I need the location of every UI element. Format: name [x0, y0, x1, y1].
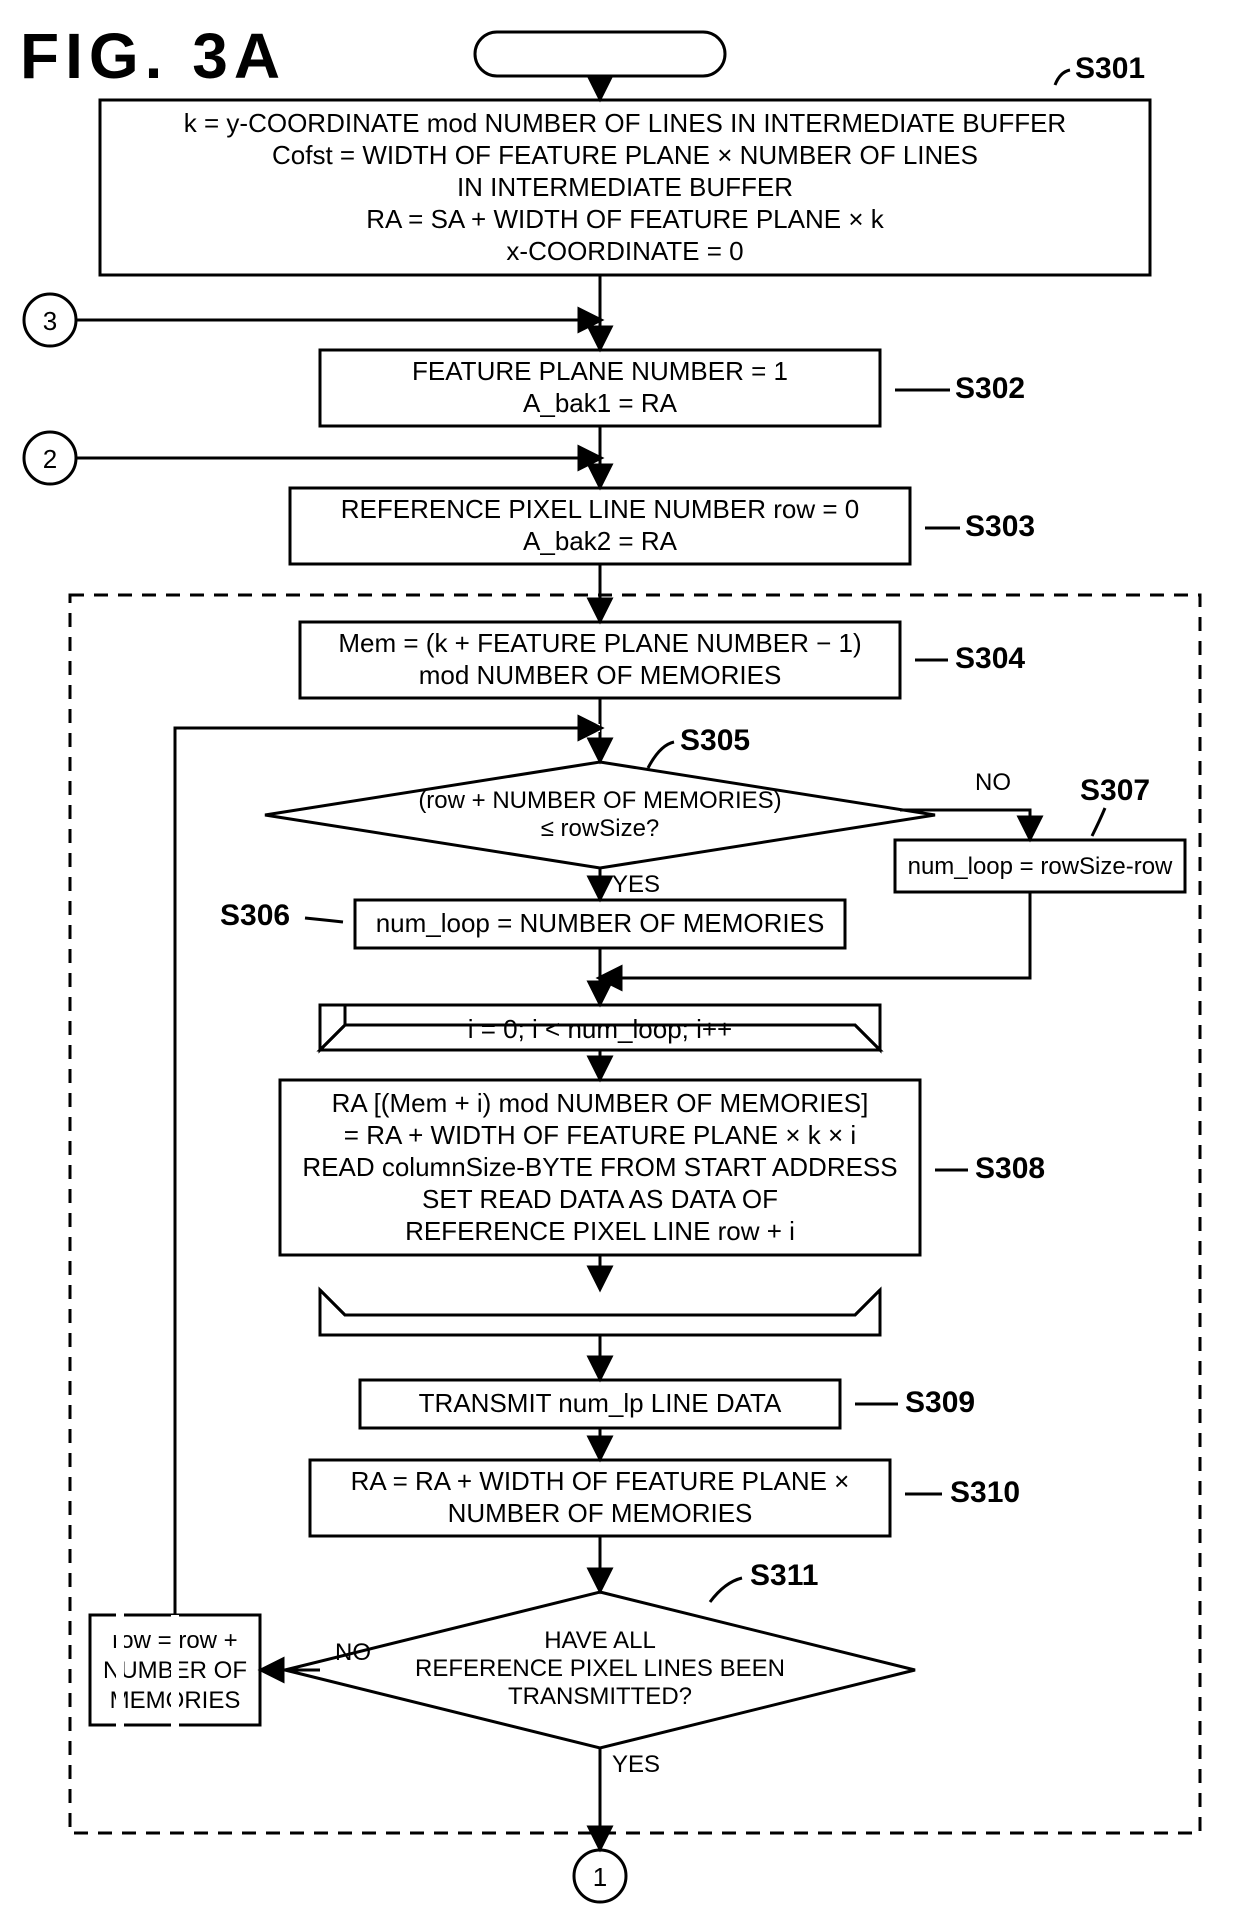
label-line — [305, 918, 343, 922]
arrow-no — [900, 810, 1030, 838]
no-label: NO — [975, 769, 1011, 796]
s310-l2: NUMBER OF MEMORIES — [448, 1498, 753, 1528]
label-s309: S309 — [905, 1386, 975, 1419]
label-line — [710, 1578, 742, 1602]
loop-bottom — [320, 1290, 880, 1335]
label-line — [1055, 70, 1070, 85]
label-s311: S311 — [750, 1559, 818, 1592]
s303-l1: REFERENCE PIXEL LINE NUMBER row = 0 — [341, 494, 859, 524]
figure-title: FIG. 3A — [20, 20, 286, 92]
s305-l2: ≤ rowSize? — [541, 815, 660, 842]
connector-2-text: 2 — [43, 444, 57, 474]
flowchart: FIG. 3A S301 k = y-COORDINATE mod NUMBER… — [0, 0, 1240, 1908]
s309-l1: TRANSMIT num_lp LINE DATA — [419, 1388, 782, 1418]
s310-l1: RA = RA + WIDTH OF FEATURE PLANE × — [351, 1466, 850, 1496]
connector-3-text: 3 — [43, 306, 57, 336]
s307-l1: num_loop = rowSize-row — [908, 853, 1173, 880]
s308-l1: RA [(Mem + i) mod NUMBER OF MEMORIES] — [332, 1088, 869, 1118]
label-s310: S310 — [950, 1476, 1020, 1509]
label-s304: S304 — [955, 642, 1025, 675]
label-s303: S303 — [965, 510, 1035, 543]
s308-l2: = RA + WIDTH OF FEATURE PLANE × k × i — [344, 1120, 856, 1150]
s304-l2: mod NUMBER OF MEMORIES — [419, 660, 782, 690]
label-s302: S302 — [955, 372, 1025, 405]
s302-l1: FEATURE PLANE NUMBER = 1 — [412, 356, 788, 386]
loop-l1: i = 0; i < num_loop; i++ — [468, 1014, 733, 1044]
s303-l2: A_bak2 = RA — [523, 526, 678, 556]
loop-bottom-top — [320, 1290, 880, 1315]
s308-l4: SET READ DATA AS DATA OF — [422, 1184, 778, 1214]
s311-l3: TRANSMITTED? — [508, 1683, 692, 1710]
label-s305: S305 — [680, 724, 750, 757]
label-s301: S301 — [1075, 52, 1145, 85]
label-s307: S307 — [1080, 774, 1150, 807]
s306-l1: num_loop = NUMBER OF MEMORIES — [376, 908, 825, 938]
label-line — [1092, 808, 1105, 836]
yes-label-2: YES — [612, 1751, 660, 1778]
label-s308: S308 — [975, 1152, 1045, 1185]
s308-l5: REFERENCE PIXEL LINE row + i — [405, 1216, 795, 1246]
label-s306: S306 — [220, 899, 290, 932]
yes-label: YES — [612, 871, 660, 898]
start-terminator — [475, 32, 725, 76]
s305-l1: (row + NUMBER OF MEMORIES) — [418, 787, 781, 814]
s301-l3: IN INTERMEDIATE BUFFER — [457, 172, 793, 202]
s301-l1: k = y-COORDINATE mod NUMBER OF LINES IN … — [184, 108, 1066, 138]
s308-l3: READ columnSize-BYTE FROM START ADDRESS — [302, 1152, 897, 1182]
s311-l2: REFERENCE PIXEL LINES BEEN — [415, 1655, 785, 1682]
no-label-2: NO — [335, 1639, 371, 1666]
s301-l4: RA = SA + WIDTH OF FEATURE PLANE × k — [366, 204, 884, 234]
s311-l1: HAVE ALL — [544, 1627, 656, 1654]
s302-l2: A_bak1 = RA — [523, 388, 678, 418]
s301-l2: Cofst = WIDTH OF FEATURE PLANE × NUMBER … — [272, 140, 978, 170]
s301-l5: x-COORDINATE = 0 — [506, 236, 743, 266]
s304-l1: Mem = (k + FEATURE PLANE NUMBER − 1) — [338, 628, 861, 658]
label-line — [648, 742, 674, 768]
